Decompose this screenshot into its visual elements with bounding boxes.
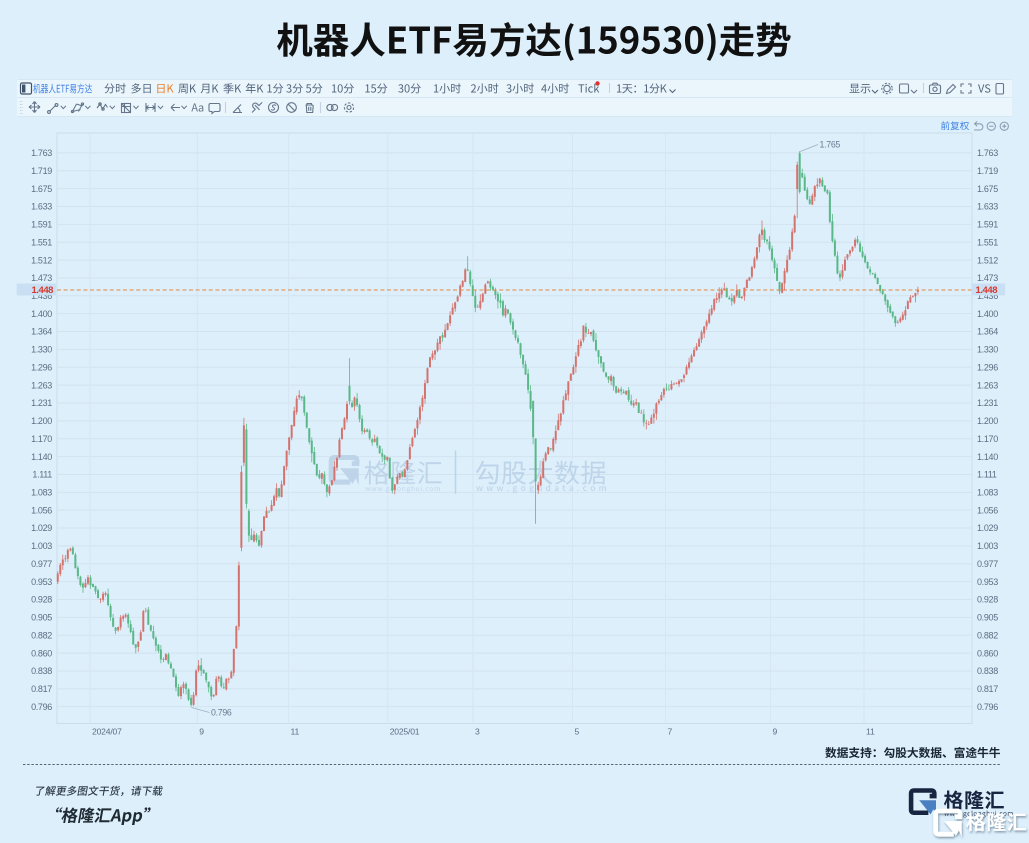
svg-text:0.953: 0.953 xyxy=(977,577,998,587)
svg-text:1.003: 1.003 xyxy=(977,541,998,551)
svg-text:1.170: 1.170 xyxy=(31,434,52,444)
svg-text:1.400: 1.400 xyxy=(977,309,998,319)
svg-text:1.436: 1.436 xyxy=(977,291,998,301)
svg-text:0.796: 0.796 xyxy=(31,702,52,712)
svg-text:1.763: 1.763 xyxy=(977,148,998,158)
svg-text:1.763: 1.763 xyxy=(31,148,52,158)
svg-text:7: 7 xyxy=(668,726,673,736)
svg-text:0.953: 0.953 xyxy=(31,577,52,587)
svg-text:2024/07: 2024/07 xyxy=(92,726,122,736)
svg-text:3: 3 xyxy=(475,726,480,736)
svg-text:0.977: 0.977 xyxy=(977,559,998,569)
svg-text:1.083: 1.083 xyxy=(977,488,998,498)
svg-text:1.364: 1.364 xyxy=(31,327,52,337)
svg-text:9: 9 xyxy=(199,726,204,736)
svg-text:0.882: 0.882 xyxy=(31,630,52,640)
svg-text:1.296: 1.296 xyxy=(977,363,998,373)
svg-text:0.928: 0.928 xyxy=(977,595,998,605)
svg-text:2025/01: 2025/01 xyxy=(390,726,420,736)
svg-text:1.200: 1.200 xyxy=(31,416,52,426)
svg-text:1.512: 1.512 xyxy=(977,255,998,265)
svg-text:1.400: 1.400 xyxy=(31,309,52,319)
svg-text:11: 11 xyxy=(291,726,300,736)
svg-text:1.719: 1.719 xyxy=(977,166,998,176)
svg-text:1.330: 1.330 xyxy=(31,345,52,355)
svg-text:0.796: 0.796 xyxy=(211,708,232,718)
svg-text:1.675: 1.675 xyxy=(977,184,998,194)
svg-text:1.765: 1.765 xyxy=(820,140,841,150)
svg-text:1.111: 1.111 xyxy=(977,470,997,480)
svg-text:1.296: 1.296 xyxy=(31,363,52,373)
svg-text:1.448: 1.448 xyxy=(976,285,998,296)
svg-text:1.436: 1.436 xyxy=(31,291,52,301)
svg-text:0.905: 0.905 xyxy=(977,613,998,623)
svg-text:1.003: 1.003 xyxy=(31,541,52,551)
svg-text:1.330: 1.330 xyxy=(977,345,998,355)
svg-text:1.111: 1.111 xyxy=(32,470,52,480)
svg-text:5: 5 xyxy=(575,726,580,736)
svg-text:0.796: 0.796 xyxy=(977,702,998,712)
svg-text:0.905: 0.905 xyxy=(31,613,52,623)
svg-text:1.675: 1.675 xyxy=(31,184,52,194)
svg-text:1.448: 1.448 xyxy=(31,285,53,296)
svg-text:0.928: 0.928 xyxy=(31,595,52,605)
svg-text:1.170: 1.170 xyxy=(977,434,998,444)
svg-text:1.231: 1.231 xyxy=(31,398,52,408)
svg-text:0.838: 0.838 xyxy=(31,666,52,676)
svg-text:1.263: 1.263 xyxy=(31,380,52,390)
svg-text:1.029: 1.029 xyxy=(31,523,52,533)
svg-text:1.551: 1.551 xyxy=(31,237,52,247)
svg-text:0.860: 0.860 xyxy=(977,648,998,658)
svg-text:1.591: 1.591 xyxy=(977,220,998,230)
svg-text:1.083: 1.083 xyxy=(31,488,52,498)
svg-text:1.056: 1.056 xyxy=(977,505,998,515)
svg-text:0.817: 0.817 xyxy=(977,684,998,694)
svg-text:0.977: 0.977 xyxy=(31,559,52,569)
svg-text:1.364: 1.364 xyxy=(977,327,998,337)
svg-text:1.719: 1.719 xyxy=(31,166,52,176)
svg-text:1.029: 1.029 xyxy=(977,523,998,533)
svg-text:1.231: 1.231 xyxy=(977,398,998,408)
svg-text:11: 11 xyxy=(866,726,875,736)
svg-text:0.817: 0.817 xyxy=(31,684,52,694)
svg-text:1.591: 1.591 xyxy=(31,220,52,230)
svg-text:1.263: 1.263 xyxy=(977,380,998,390)
svg-text:1.140: 1.140 xyxy=(31,452,52,462)
svg-text:1.473: 1.473 xyxy=(31,273,52,283)
svg-text:0.838: 0.838 xyxy=(977,666,998,676)
svg-text:1.633: 1.633 xyxy=(31,202,52,212)
svg-text:1.551: 1.551 xyxy=(977,237,998,247)
svg-text:1.056: 1.056 xyxy=(31,505,52,515)
svg-text:0.860: 0.860 xyxy=(31,648,52,658)
svg-text:0.882: 0.882 xyxy=(977,630,998,640)
svg-text:1.512: 1.512 xyxy=(31,255,52,265)
svg-text:1.633: 1.633 xyxy=(977,202,998,212)
svg-text:1.140: 1.140 xyxy=(977,452,998,462)
svg-text:9: 9 xyxy=(773,726,778,736)
svg-text:1.473: 1.473 xyxy=(977,273,998,283)
svg-text:1.200: 1.200 xyxy=(977,416,998,426)
